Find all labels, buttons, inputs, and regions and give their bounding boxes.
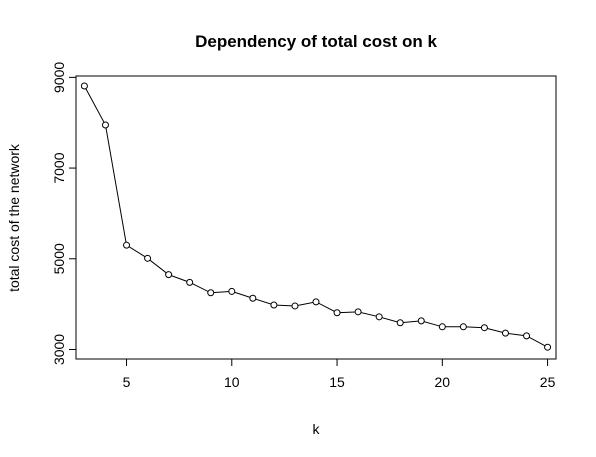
x-axis: 5 10 15 20 25 [123, 359, 556, 390]
data-point [187, 279, 193, 285]
data-point [102, 122, 108, 128]
y-axis-label: total cost of the network [6, 143, 22, 292]
data-point [271, 302, 277, 308]
y-tick-label: 7000 [51, 152, 67, 183]
y-axis: 3000 5000 7000 9000 [51, 62, 76, 365]
x-tick-label: 20 [435, 374, 451, 390]
data-point [250, 295, 256, 301]
data-point [292, 303, 298, 309]
x-tick-label: 15 [329, 374, 345, 390]
data-point [524, 333, 530, 339]
data-point [355, 309, 361, 315]
data-point [229, 288, 235, 294]
series-line [84, 86, 547, 347]
x-tick-label: 5 [123, 374, 131, 390]
data-point [81, 83, 87, 89]
data-point [208, 290, 214, 296]
data-point [502, 330, 508, 336]
data-point [124, 242, 130, 248]
data-point [145, 255, 151, 261]
series-group [81, 83, 550, 350]
data-point [439, 324, 445, 330]
y-tick-label: 9000 [51, 62, 67, 93]
x-tick-label: 10 [224, 374, 240, 390]
x-tick-label: 25 [540, 374, 556, 390]
data-point [481, 325, 487, 331]
data-point [376, 314, 382, 320]
plot-frame [76, 76, 556, 359]
data-point [418, 318, 424, 324]
data-point [334, 310, 340, 316]
data-point [397, 320, 403, 326]
y-tick-label: 3000 [51, 334, 67, 365]
data-point [313, 299, 319, 305]
data-point [166, 272, 172, 278]
y-tick-label: 5000 [51, 243, 67, 274]
data-point [545, 344, 551, 350]
data-point [460, 324, 466, 330]
x-axis-label: k [313, 421, 321, 437]
chart-title: Dependency of total cost on k [195, 32, 437, 51]
